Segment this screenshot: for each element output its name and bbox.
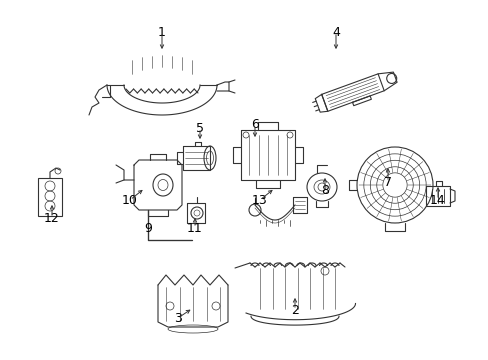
Text: 1: 1 bbox=[158, 26, 165, 39]
Text: 6: 6 bbox=[250, 118, 259, 131]
Text: 2: 2 bbox=[290, 303, 298, 316]
Bar bbox=[38, 178, 62, 216]
Text: 7: 7 bbox=[383, 175, 391, 189]
Text: 3: 3 bbox=[174, 311, 182, 324]
Text: 14: 14 bbox=[429, 194, 445, 207]
Text: 5: 5 bbox=[196, 122, 203, 135]
Text: 10: 10 bbox=[122, 194, 138, 207]
Text: 8: 8 bbox=[320, 184, 328, 197]
Text: 12: 12 bbox=[44, 211, 60, 225]
Text: 11: 11 bbox=[187, 221, 203, 234]
Text: 9: 9 bbox=[144, 221, 152, 234]
Text: 4: 4 bbox=[331, 26, 339, 39]
Text: 13: 13 bbox=[252, 194, 267, 207]
